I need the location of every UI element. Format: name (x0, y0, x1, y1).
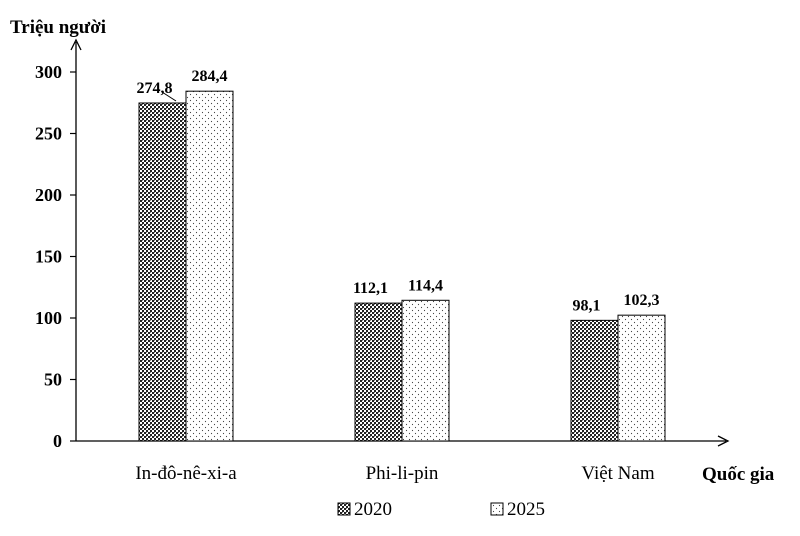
y-tick-label: 200 (35, 185, 62, 205)
bar-value-label: 102,3 (624, 292, 660, 309)
x-axis-title: Quốc gia (702, 464, 775, 485)
x-ticks: In-đô-nê-xi-a Phi-li-pin Việt Nam (135, 463, 654, 484)
legend-label: 2025 (507, 499, 545, 520)
y-ticks: 0 50 100 150 200 250 300 (35, 62, 76, 451)
bar-value-label: 112,1 (353, 280, 388, 297)
bar-2025 (617, 314, 666, 442)
y-axis-arrow (70, 38, 82, 51)
bar-value-label: 98,1 (573, 297, 601, 314)
x-axis-arrow (717, 435, 730, 447)
x-tick-label: Việt Nam (581, 463, 654, 484)
bar-2020 (570, 319, 619, 442)
legend: 2020 2025 (337, 499, 545, 520)
legend-swatch-2020 (337, 502, 351, 516)
x-tick-label: In-đô-nê-xi-a (135, 463, 237, 484)
y-tick-label: 100 (35, 308, 62, 328)
bars: 274,8 284,4 112,1 114,4 98,1 102,3 (137, 68, 666, 442)
y-axis-title: Triệu người (10, 17, 106, 38)
bar-value-label: 274,8 (137, 80, 173, 97)
bar-value-label: 114,4 (408, 277, 443, 294)
y-tick-label: 50 (44, 370, 62, 390)
bar-2025 (185, 90, 234, 442)
legend-label: 2020 (354, 499, 392, 520)
legend-swatch-2025 (490, 502, 504, 516)
x-tick-label: Phi-li-pin (366, 463, 439, 484)
bar-2020 (138, 102, 187, 442)
y-tick-label: 300 (35, 62, 62, 82)
bar-2025 (401, 299, 450, 442)
y-tick-label: 0 (53, 431, 62, 451)
y-tick-label: 250 (35, 124, 62, 144)
value-label-leader (161, 91, 177, 102)
y-tick-label: 150 (35, 247, 62, 267)
bar-2020 (354, 302, 403, 442)
bar-value-label: 284,4 (192, 68, 228, 85)
